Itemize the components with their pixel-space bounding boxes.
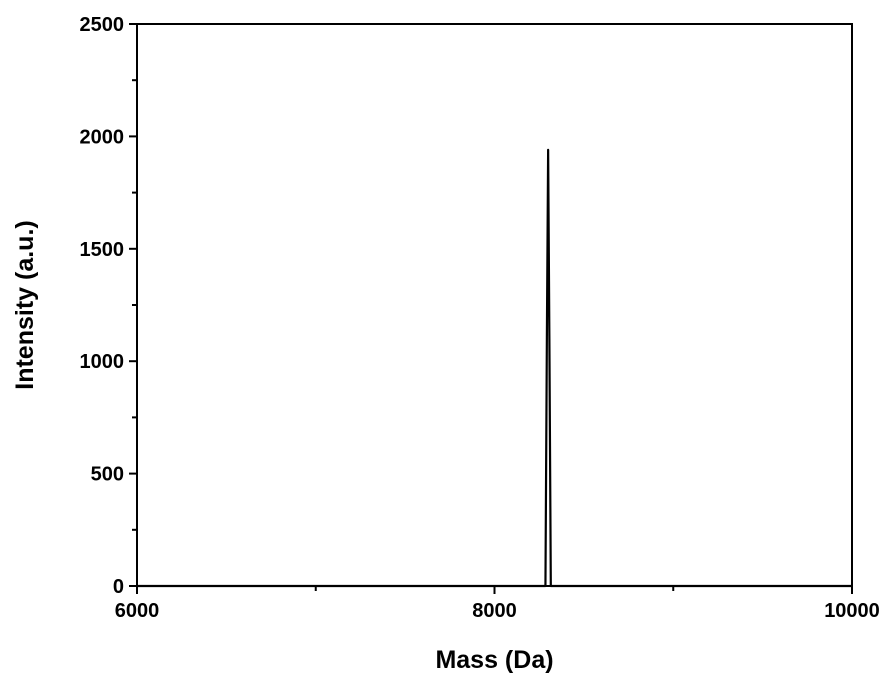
y-tick-label: 2500 [80,14,125,36]
x-tick-label: 8000 [472,600,517,622]
y-tick-label: 0 [113,576,124,598]
plot-frame [136,23,853,587]
y-tick-label: 1500 [80,239,125,261]
spectrum-line [137,148,852,588]
series-layer [137,148,852,588]
x-axis-title: Mass (Da) [435,646,553,674]
x-tick-label: 6000 [115,600,160,622]
y-tick-label: 1000 [80,351,125,373]
y-tick-label: 500 [91,464,124,486]
x-tick-label: 10000 [824,600,880,622]
ticks-layer [129,23,853,594]
labels-layer: 0 500 1000 1500 2000 2500 6000 8000 10000 [80,14,880,622]
y-axis-title: Intensity (a.u.) [11,220,39,389]
y-tick-label: 2000 [80,126,125,148]
